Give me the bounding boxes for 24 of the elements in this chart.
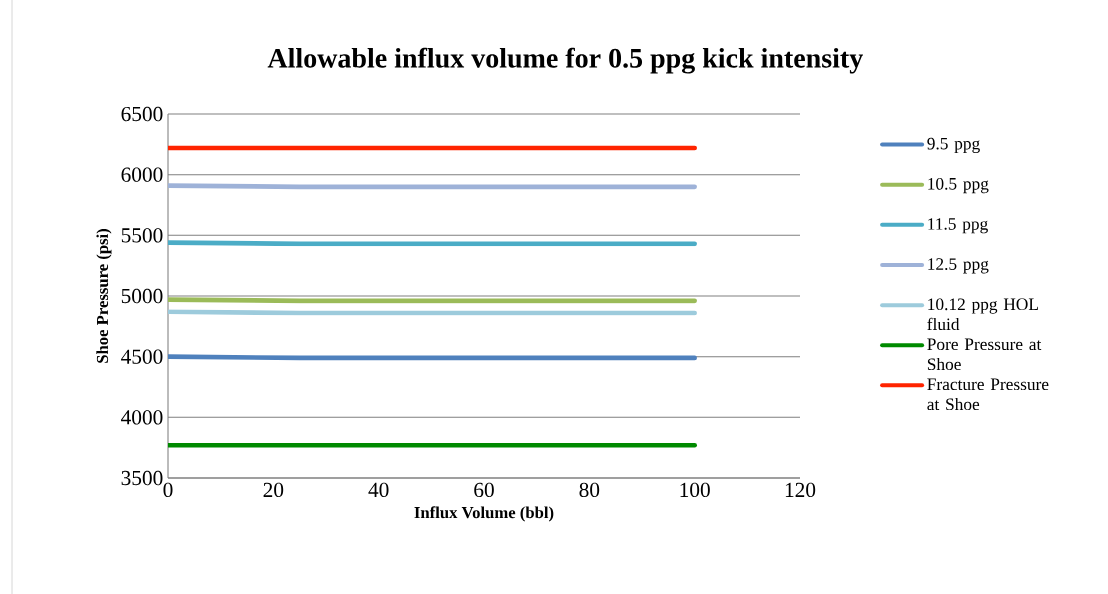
legend-label: 10.5 ppg (928, 177, 989, 194)
y-tick-label: 4000 (121, 410, 163, 425)
chart-title: Allowable influx volume for 0.5 ppg kick intensity (267, 47, 863, 74)
x-tick-label: 100 (680, 482, 710, 498)
y-tick-label: 4500 (121, 349, 163, 364)
x-axis-title: Influx Volume (bbl) (414, 506, 554, 522)
y-tick-label: 5000 (121, 288, 163, 304)
y-tick-label: 6500 (121, 106, 163, 122)
legend-label: 10.12 ppg HOL fluid (927, 298, 1038, 331)
legend-label: 11.5 ppg (928, 218, 988, 234)
x-tick-label: 0 (163, 482, 173, 498)
x-tick-label: 20 (263, 482, 284, 498)
x-tick-label: 60 (474, 482, 494, 498)
legend-label: 9.5 ppg (927, 137, 980, 154)
legend-label: 12.5 ppg (928, 258, 989, 274)
y-axis-title: Shoe Pressure (psi) (96, 229, 112, 363)
legend-label: Pore Pressure at Shoe (927, 338, 1042, 371)
y-tick-label: 5500 (121, 228, 163, 243)
legend-label: Fracture Pressure at Shoe (927, 378, 1049, 411)
x-tick-label: 120 (785, 482, 816, 498)
x-tick-label: 40 (368, 482, 389, 498)
y-tick-label: 3500 (121, 470, 163, 486)
x-tick-label: 80 (579, 482, 600, 498)
y-tick-label: 6000 (121, 167, 163, 182)
